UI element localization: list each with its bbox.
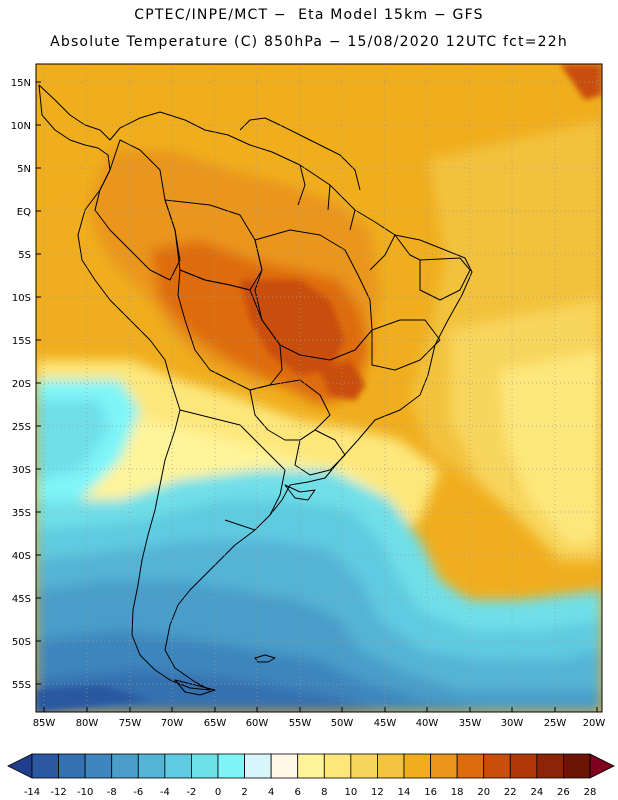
lat-label: 10N (11, 121, 31, 132)
graticule (36, 64, 602, 712)
colorbar-box (377, 753, 405, 779)
colorbar-label: -12 (50, 787, 66, 798)
lat-label: 25S (12, 422, 31, 433)
colorbar-label: -6 (133, 787, 143, 798)
colorbar-label: 24 (530, 787, 543, 798)
colorbar-label: -10 (77, 787, 93, 798)
lon-label: 20W (583, 718, 606, 729)
lon-label: 60W (246, 718, 269, 729)
colorbar (7, 753, 615, 779)
colorbar-box (244, 753, 272, 779)
colorbar-arrow-low (7, 753, 33, 779)
colorbar-box (58, 753, 86, 779)
colorbar-label: 18 (451, 787, 464, 798)
colorbar-box (536, 753, 564, 779)
colorbar-label: 22 (504, 787, 517, 798)
colorbar-label: -2 (186, 787, 196, 798)
lat-label: EQ (17, 207, 31, 218)
lon-label: 80W (76, 718, 99, 729)
colorbar-box (563, 753, 591, 779)
lat-label: 10S (12, 293, 31, 304)
title-field: Absolute Temperature (C) 850hPa − 15/08/… (50, 34, 568, 50)
lon-label: 70W (161, 718, 184, 729)
lat-label: 45S (12, 594, 31, 605)
colorbar-label: 2 (241, 787, 247, 798)
lat-label: 30S (12, 465, 31, 476)
lat-label: 20S (12, 379, 31, 390)
colorbar-label: 20 (477, 787, 490, 798)
lat-label: 15N (11, 78, 31, 89)
lon-label: 45W (374, 718, 397, 729)
colorbar-label: -4 (160, 787, 170, 798)
colorbar-label: 4 (268, 787, 274, 798)
map-frame (35, 63, 603, 713)
lon-label: 50W (331, 718, 354, 729)
colorbar-label: 28 (584, 787, 597, 798)
colorbar-label: 14 (398, 787, 411, 798)
longitude-labels: 85W 80W 75W 70W 65W 60W 55W 50W 45W 40W … (33, 718, 606, 729)
colorbar-box (323, 753, 352, 779)
colorbar-box (84, 753, 113, 779)
lat-label: 15S (12, 336, 31, 347)
lat-label: 40S (12, 551, 31, 562)
lon-label: 75W (119, 718, 142, 729)
colorbar-label: 10 (344, 787, 357, 798)
colorbar-box (483, 753, 511, 779)
title-model: CPTEC/INPE/MCT − Eta Model 15km − GFS (134, 7, 484, 23)
colorbar-label: 8 (321, 787, 327, 798)
colorbar-box (403, 753, 431, 779)
latitude-labels: 15N 10N 5N EQ 5S 10S 15S 20S 25S 30S 35S… (11, 78, 31, 691)
colorbar-label: -8 (107, 787, 117, 798)
lat-label: 35S (12, 508, 31, 519)
colorbar-labels: -14 -12 -10 -8 -6 -4 -2 0 2 4 6 8 10 12 14 16 18 20 22 24 26… (24, 787, 597, 798)
colorbar-label: 6 (295, 787, 301, 798)
colorbar-box (350, 753, 378, 779)
lon-label: 40W (416, 718, 439, 729)
colorbar-arrow-high (589, 753, 615, 779)
colorbar-box (456, 753, 485, 779)
colorbar-box (217, 753, 245, 779)
lat-label: 55S (12, 680, 31, 691)
colorbar-box (270, 753, 299, 779)
colorbar-box (31, 753, 59, 779)
colorbar-box (191, 753, 219, 779)
lat-label: 5N (17, 164, 31, 175)
lon-label: 85W (33, 718, 56, 729)
lon-label: 55W (289, 718, 312, 729)
coastlines (38, 84, 473, 696)
colorbar-box (297, 753, 325, 779)
lat-label: 50S (12, 637, 31, 648)
colorbar-label: 16 (424, 787, 437, 798)
colorbar-box (509, 753, 538, 779)
colorbar-label: -14 (24, 787, 40, 798)
lon-label: 35W (459, 718, 482, 729)
colorbar-box (164, 753, 192, 779)
lon-label: 25W (544, 718, 567, 729)
colorbar-box (111, 753, 139, 779)
colorbar-label: 0 (215, 787, 221, 798)
temperature-field (36, 64, 602, 712)
axis-ticks (36, 81, 598, 712)
colorbar-box (137, 753, 166, 779)
lat-label: 5S (18, 250, 31, 261)
colorbar-label: 12 (371, 787, 384, 798)
colorbar-box (430, 753, 458, 779)
lon-label: 65W (204, 718, 227, 729)
lon-label: 30W (501, 718, 524, 729)
colorbar-label: 26 (557, 787, 570, 798)
